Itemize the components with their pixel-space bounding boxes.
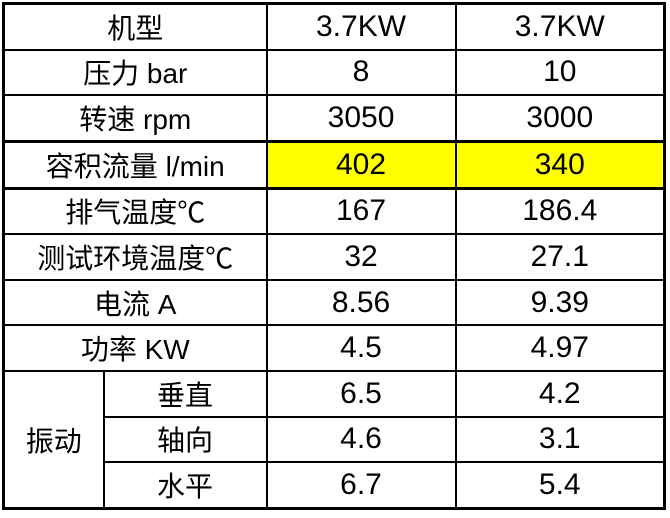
row-label-model: 机型 [2, 2, 268, 51]
table-row-current: 电流 A 8.56 9.39 [2, 278, 666, 327]
value-cell-highlighted: 402 [265, 139, 457, 190]
value-cell: 167 [265, 187, 457, 236]
table-row-vibration-horizontal: 水平 6.7 5.4 [4, 461, 666, 510]
row-label-ambient-temp: 测试环境温度℃ [2, 233, 268, 281]
value-cell: 3000 [454, 94, 666, 143]
value-cell: 6.5 [265, 370, 457, 418]
table-row-ambient-temp: 测试环境温度℃ 32 27.1 [2, 233, 666, 281]
value-cell: 5.4 [454, 461, 666, 510]
value-cell: 3.7KW [454, 2, 666, 51]
value-cell: 9.39 [454, 278, 666, 327]
value-cell: 4.6 [265, 415, 457, 464]
row-label-current: 电流 A [2, 278, 268, 327]
vibration-group-label: 振动 [2, 370, 105, 510]
value-cell: 32 [265, 233, 457, 281]
table-row-exhaust-temp: 排气温度℃ 167 186.4 [2, 187, 666, 236]
value-cell: 3.1 [454, 415, 666, 464]
table-row-flow: 容积流量 l/min 402 340 [2, 139, 666, 190]
row-label-power: 功率 KW [2, 324, 268, 373]
table-row-model: 机型 3.7KW 3.7KW [2, 2, 666, 51]
table-row-vibration-vertical: 振动 垂直 6.5 4.2 [2, 370, 666, 510]
table-row-speed: 转速 rpm 3050 3000 [2, 94, 666, 143]
row-label-exhaust-temp: 排气温度℃ [2, 187, 268, 236]
row-label-speed: 转速 rpm [2, 94, 268, 143]
value-cell: 4.5 [265, 324, 457, 373]
value-cell: 6.7 [265, 461, 457, 510]
row-label-horizontal: 水平 [102, 461, 268, 510]
value-cell: 10 [454, 48, 666, 97]
value-cell: 3050 [265, 94, 457, 143]
value-cell: 8 [265, 48, 457, 97]
row-label-vertical: 垂直 [102, 370, 268, 418]
value-cell: 186.4 [454, 187, 666, 236]
row-label-pressure: 压力 bar [2, 48, 268, 97]
row-label-axial: 轴向 [102, 415, 268, 464]
value-cell: 4.2 [454, 370, 666, 418]
value-cell-highlighted: 340 [454, 139, 666, 190]
row-label-flow: 容积流量 l/min [2, 139, 268, 190]
table-row-pressure: 压力 bar 8 10 [2, 48, 666, 97]
value-cell: 4.97 [454, 324, 666, 373]
spec-table: 机型 3.7KW 3.7KW 压力 bar 8 10 转速 rpm 3050 3… [2, 2, 667, 510]
value-cell: 8.56 [265, 278, 457, 327]
table-row-power: 功率 KW 4.5 4.97 [2, 324, 666, 373]
table-row-vibration-axial: 轴向 4.6 3.1 [4, 415, 666, 464]
value-cell: 27.1 [454, 233, 666, 281]
value-cell: 3.7KW [265, 2, 457, 51]
